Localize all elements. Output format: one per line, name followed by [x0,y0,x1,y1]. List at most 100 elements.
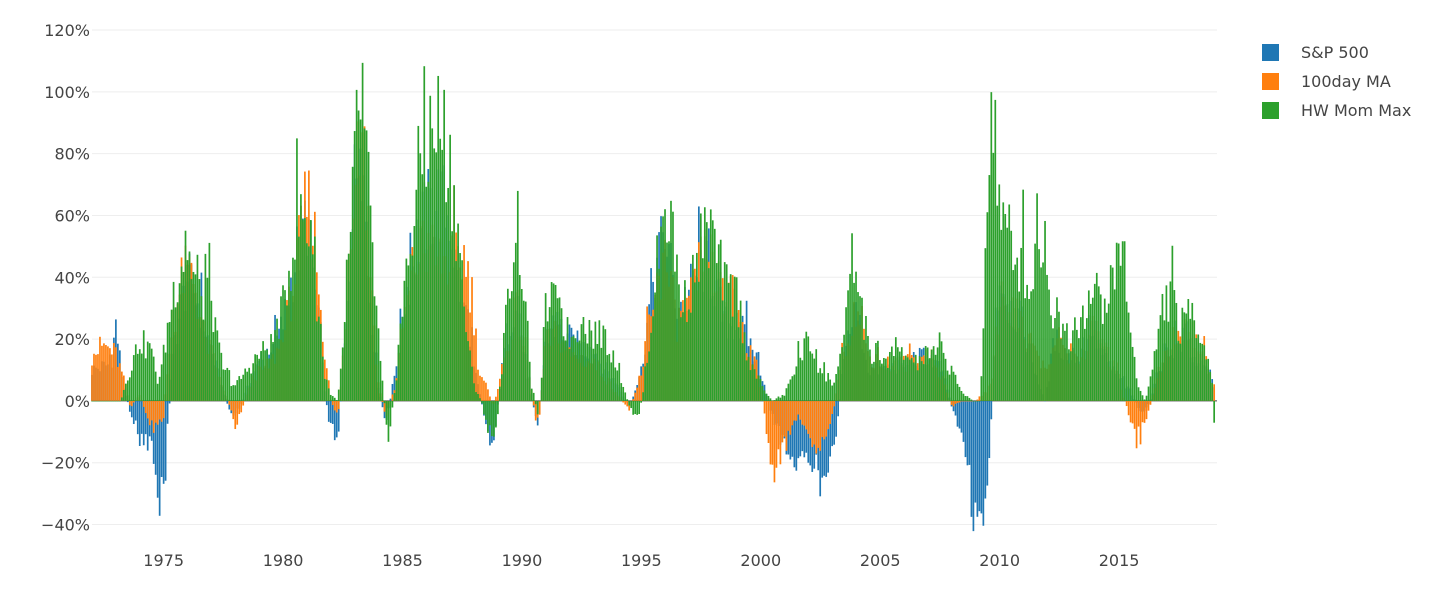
bar-hw-mom-max [1010,230,1013,401]
bar-100day-ma [1149,400,1152,405]
bar-100day-ma [483,380,485,401]
bar-hw-mom-max [906,357,909,401]
bar-hw-mom-max [785,388,788,401]
bar-100day-ma [99,336,101,401]
bar-sp500 [833,400,835,445]
bar-hw-mom-max [765,393,768,401]
bar-hw-mom-max [668,241,670,401]
legend-item-sp500[interactable]: S&P 500 [1262,38,1411,67]
bar-hw-mom-max [216,330,219,401]
bar-hw-mom-max [1054,318,1056,401]
x-tick-label: 1985 [382,551,423,570]
bar-sp500 [144,400,147,435]
bar-hw-mom-max [407,265,410,401]
bar-hw-mom-max [636,400,639,415]
bar-100day-ma [958,400,961,403]
bar-hw-mom-max [518,275,521,401]
bar-hw-mom-max [1207,358,1210,401]
bar-hw-mom-max [411,255,414,401]
bar-100day-ma [467,261,469,401]
bar-hw-mom-max [1187,299,1190,401]
bar-hw-mom-max [552,283,555,401]
bar-hw-mom-max [158,376,161,401]
bar-hw-mom-max [1165,285,1168,401]
bar-hw-mom-max [584,333,587,401]
bar-hw-mom-max [662,216,664,401]
bar-hw-mom-max [146,341,149,401]
bar-hw-mom-max [1147,386,1150,401]
bar-hw-mom-max [749,370,752,401]
bar-hw-mom-max [690,312,692,401]
bar-hw-mom-max [590,330,593,401]
bar-hw-mom-max [944,358,947,401]
bar-hw-mom-max [465,332,467,401]
bar-hw-mom-max [843,334,845,401]
bar-hw-mom-max [1167,321,1170,401]
legend-label-hw-mom-max: HW Mom Max [1301,101,1412,120]
bar-sp500 [976,400,979,517]
y-tick-label: 120% [44,21,90,40]
bar-hw-mom-max [1081,305,1084,401]
bar-hw-mom-max [841,347,843,401]
legend-item-100day-ma[interactable]: 100day MA [1262,67,1411,96]
bar-hw-mom-max [1179,343,1182,401]
bar-hw-mom-max [598,320,601,401]
bar-hw-mom-max [713,228,716,401]
bar-100day-ma [811,400,814,447]
bar-hw-mom-max [218,342,221,401]
bar-hw-mom-max [902,359,905,401]
bar-hw-mom-max [711,220,714,401]
bar-hw-mom-max [703,207,706,401]
bar-hw-mom-max [658,268,660,401]
legend-item-hw-mom-max[interactable]: HW Mom Max [1262,96,1411,125]
bar-100day-ma [162,400,165,419]
bar-100day-ma [128,400,131,406]
bar-hw-mom-max [1064,330,1066,401]
bar-hw-mom-max [1036,193,1038,401]
bar-100day-ma [144,400,147,414]
bar-100day-ma [1143,400,1146,423]
bar-sp500 [226,400,229,404]
bar-hw-mom-max [172,281,175,401]
y-tick-label: 20% [54,330,90,349]
bar-100day-ma [781,400,784,443]
bar-hw-mom-max [946,370,949,401]
bar-hw-mom-max [335,400,338,401]
bar-sp500 [325,400,328,406]
bar-100day-ma [103,343,105,401]
bar-hw-mom-max [1197,334,1200,401]
bar-100day-ma [632,399,635,401]
legend-swatch-hw-mom-max [1262,102,1279,119]
bar-100day-ma [154,400,157,423]
bar-sp500 [797,400,800,459]
bar-100day-ma [158,400,161,420]
bar-hw-mom-max [992,152,995,401]
bar-hw-mom-max [610,362,613,401]
bar-sp500 [166,400,169,424]
bar-hw-mom-max [676,254,678,401]
bar-hw-mom-max [793,374,796,401]
bar-100day-ma [813,400,816,445]
bar-hw-mom-max [389,400,392,427]
bar-hw-mom-max [672,211,674,401]
bar-100day-ma [97,354,99,401]
bar-hw-mom-max [250,373,253,401]
bar-hw-mom-max [186,260,189,401]
bar-hw-mom-max [1093,283,1096,401]
bar-hw-mom-max [920,361,923,401]
bar-hw-mom-max [339,368,342,401]
bar-100day-ma [962,400,965,402]
bar-hw-mom-max [1171,245,1174,401]
bar-hw-mom-max [371,242,374,401]
bar-hw-mom-max [881,363,883,401]
bar-hw-mom-max [459,253,461,401]
bar-hw-mom-max [1111,267,1114,401]
bar-hw-mom-max [349,231,352,401]
bar-hw-mom-max [168,322,171,401]
bar-hw-mom-max [799,357,802,401]
bar-hw-mom-max [678,284,680,401]
bar-hw-mom-max [445,202,448,401]
legend-label-100day-ma: 100day MA [1301,72,1391,91]
bar-hw-mom-max [684,280,686,401]
bar-hw-mom-max [200,296,203,401]
